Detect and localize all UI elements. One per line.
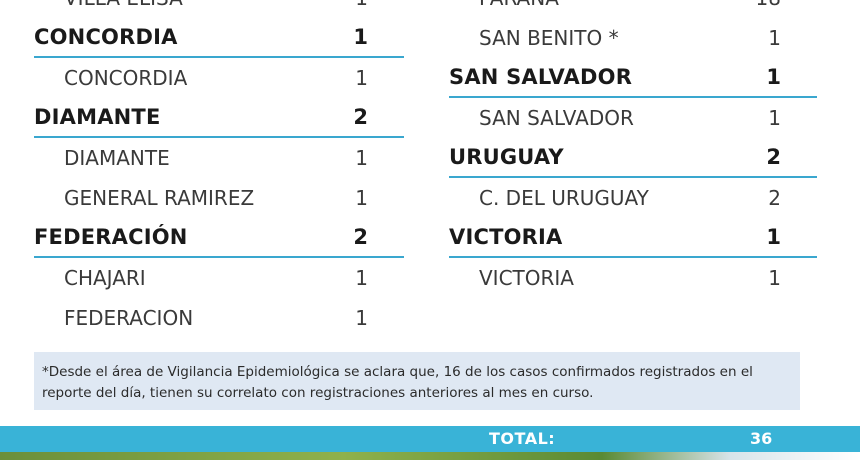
total-value: 36 bbox=[750, 429, 773, 448]
list-item: SAN SALVADOR 1 bbox=[449, 98, 817, 138]
locality-name: GENERAL RAMIREZ bbox=[64, 186, 255, 210]
note-line: *Desde el área de Vigilancia Epidemiológ… bbox=[42, 364, 753, 380]
list-item: CHAJARI 1 bbox=[34, 258, 404, 298]
right-column: PARANA 18 SAN BENITO * 1 SAN SALVADOR 1 … bbox=[449, 0, 817, 298]
locality-name: PARANA bbox=[479, 0, 559, 10]
footer-band bbox=[0, 452, 860, 460]
epidemiology-note: *Desde el área de Vigilancia Epidemiológ… bbox=[34, 352, 800, 410]
department-count: 2 bbox=[353, 225, 368, 249]
case-count: 1 bbox=[768, 266, 781, 290]
locality-name: SAN SALVADOR bbox=[479, 106, 634, 130]
department-count: 1 bbox=[766, 65, 781, 89]
department-row: FEDERACIÓN 2 bbox=[34, 218, 404, 258]
department-name: CONCORDIA bbox=[34, 25, 178, 49]
list-item: GENERAL RAMIREZ 1 bbox=[34, 178, 404, 218]
case-count: 1 bbox=[355, 186, 368, 210]
department-row: SAN SALVADOR 1 bbox=[449, 58, 817, 98]
locality-name: CHAJARI bbox=[64, 266, 146, 290]
case-count: 1 bbox=[768, 106, 781, 130]
locality-name: DIAMANTE bbox=[64, 146, 170, 170]
locality-name: C. DEL URUGUAY bbox=[479, 186, 649, 210]
case-count: 1 bbox=[355, 66, 368, 90]
department-count: 2 bbox=[766, 145, 781, 169]
case-count: 18 bbox=[756, 0, 781, 10]
department-row: DIAMANTE 2 bbox=[34, 98, 404, 138]
note-line: reporte del día, tienen su correlato con… bbox=[42, 385, 594, 401]
total-label: TOTAL: bbox=[489, 429, 556, 448]
locality-name: FEDERACION bbox=[64, 306, 194, 330]
case-count: 1 bbox=[355, 266, 368, 290]
list-item: FEDERACION 1 bbox=[34, 298, 404, 338]
locality-name: VILLA ELISA bbox=[64, 0, 183, 10]
locality-name: SAN BENITO * bbox=[479, 26, 619, 50]
case-count: 1 bbox=[768, 26, 781, 50]
department-name: FEDERACIÓN bbox=[34, 225, 188, 249]
department-name: URUGUAY bbox=[449, 145, 564, 169]
case-count: 1 bbox=[355, 0, 368, 10]
list-item: DIAMANTE 1 bbox=[34, 138, 404, 178]
locality-name: VICTORIA bbox=[479, 266, 574, 290]
case-count: 1 bbox=[355, 306, 368, 330]
list-item: VICTORIA 1 bbox=[449, 258, 817, 298]
locality-name: CONCORDIA bbox=[64, 66, 188, 90]
list-item: CONCORDIA 1 bbox=[34, 58, 404, 98]
case-count: 2 bbox=[768, 186, 781, 210]
total-bar: TOTAL: 36 bbox=[0, 426, 860, 452]
department-row: CONCORDIA 1 bbox=[34, 18, 404, 58]
list-item: C. DEL URUGUAY 2 bbox=[449, 178, 817, 218]
case-count: 1 bbox=[355, 146, 368, 170]
department-count: 1 bbox=[766, 225, 781, 249]
department-name: DIAMANTE bbox=[34, 105, 161, 129]
department-name: VICTORIA bbox=[449, 225, 563, 249]
department-count: 2 bbox=[353, 105, 368, 129]
department-count: 1 bbox=[353, 25, 368, 49]
left-column: VILLA ELISA 1 CONCORDIA 1 CONCORDIA 1 DI… bbox=[34, 0, 404, 338]
list-item: SAN BENITO * 1 bbox=[449, 18, 817, 58]
list-item: VILLA ELISA 1 bbox=[34, 0, 404, 18]
department-row: VICTORIA 1 bbox=[449, 218, 817, 258]
department-name: SAN SALVADOR bbox=[449, 65, 633, 89]
list-item: PARANA 18 bbox=[449, 0, 817, 18]
department-row: URUGUAY 2 bbox=[449, 138, 817, 178]
